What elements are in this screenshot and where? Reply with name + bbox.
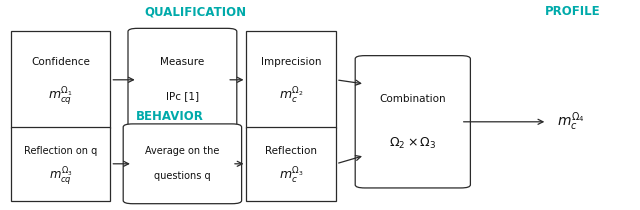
Text: QUALIFICATION: QUALIFICATION [144,5,246,18]
Text: Reflection: Reflection [265,146,317,156]
FancyBboxPatch shape [246,127,336,201]
Text: BEHAVIOR: BEHAVIOR [136,110,204,123]
Text: Combination: Combination [380,94,446,104]
FancyBboxPatch shape [12,32,110,128]
Text: PROFILE: PROFILE [545,5,600,18]
Text: IPc [1]: IPc [1] [166,91,199,101]
Text: $m_{cq}^{\Omega_1}$: $m_{cq}^{\Omega_1}$ [49,85,73,107]
Text: $\Omega_2 \times \Omega_3$: $\Omega_2 \times \Omega_3$ [389,136,436,151]
Text: Confidence: Confidence [31,57,90,67]
Text: questions q: questions q [154,171,211,181]
FancyBboxPatch shape [123,124,241,204]
Text: Measure: Measure [160,57,205,67]
FancyBboxPatch shape [128,28,237,131]
Text: $m_c^{\Omega_4}$: $m_c^{\Omega_4}$ [557,110,584,133]
Text: Imprecision: Imprecision [261,57,321,67]
Text: $m_c^{\Omega_3}$: $m_c^{\Omega_3}$ [279,166,303,186]
FancyBboxPatch shape [246,32,336,128]
Text: Average on the: Average on the [145,146,220,156]
Text: $m_{cq}^{\Omega_3}$: $m_{cq}^{\Omega_3}$ [49,165,72,187]
Text: Reflection on q: Reflection on q [24,146,97,156]
Text: $m_c^{\Omega_2}$: $m_c^{\Omega_2}$ [279,86,303,106]
FancyBboxPatch shape [355,56,470,188]
FancyBboxPatch shape [12,127,110,201]
